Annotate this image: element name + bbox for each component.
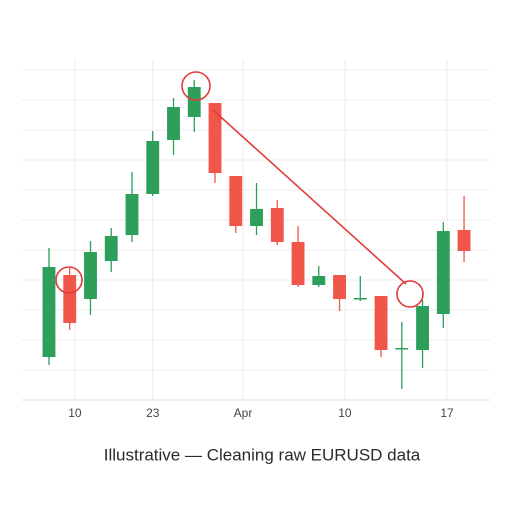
candle-body (395, 348, 409, 350)
candle-body (125, 194, 139, 235)
annotation-circle (396, 280, 424, 308)
candle-body (374, 296, 388, 350)
x-tick-label: 23 (146, 406, 160, 420)
candle-body (229, 176, 243, 226)
candle-body (250, 209, 263, 226)
x-tick-label: Apr (234, 406, 253, 420)
candle-body (63, 275, 77, 323)
candles (42, 80, 471, 389)
annotations (55, 71, 424, 308)
annotation-circle (55, 266, 83, 294)
candle-body (42, 267, 56, 357)
candle-body (457, 230, 471, 251)
candle-body (291, 242, 305, 285)
candle-body (167, 107, 180, 140)
candle-body (416, 306, 429, 350)
candle-body (353, 298, 367, 300)
candle-body (333, 275, 346, 299)
candle-body (104, 236, 118, 261)
annotation-line (212, 109, 407, 285)
candle-body (270, 208, 284, 242)
candle-body (436, 231, 450, 314)
candle-body (208, 103, 222, 173)
annotation-circle (181, 71, 211, 101)
candle-body (187, 87, 201, 117)
x-tick-label: 17 (440, 406, 454, 420)
candle-body (312, 276, 326, 285)
candle-body (146, 141, 160, 194)
x-tick-label: 10 (68, 406, 82, 420)
x-tick-label: 10 (338, 406, 352, 420)
chart-title: Illustrative — Cleaning raw EURUSD data (104, 445, 421, 464)
candle-body (84, 252, 97, 299)
